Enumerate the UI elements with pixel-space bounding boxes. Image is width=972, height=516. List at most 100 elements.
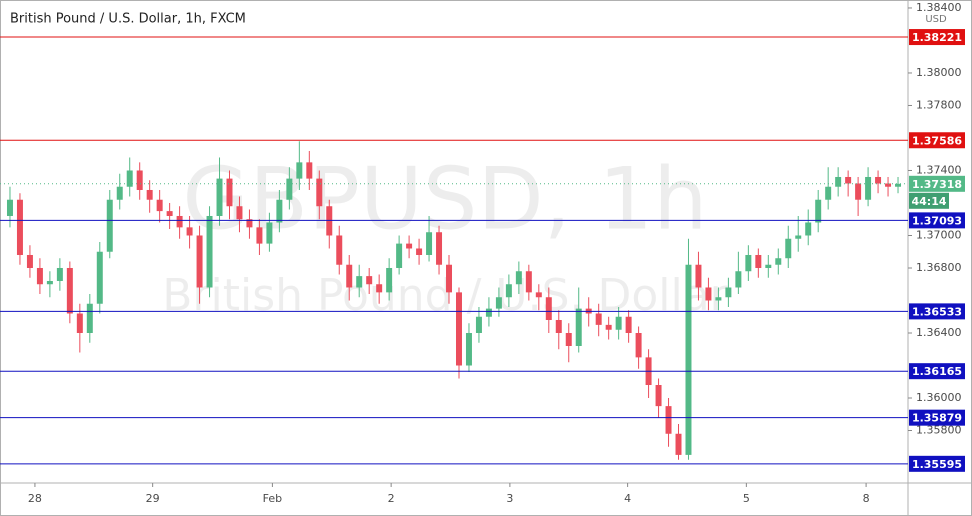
chart-title: British Pound / U.S. Dollar, 1h, FXCM [10, 12, 246, 27]
candle-body [316, 178, 323, 207]
level-label: 1.35879 [912, 412, 962, 425]
y-tick-label: 1.35800 [916, 424, 962, 437]
level-label: 1.36165 [912, 365, 962, 378]
candle-body [156, 199, 163, 212]
x-tick-label: 29 [146, 492, 160, 505]
x-tick-label: 28 [28, 492, 42, 505]
candle-body [426, 232, 433, 255]
candle-body [76, 313, 83, 333]
candle-body [56, 267, 63, 281]
candle-body [505, 284, 512, 298]
candle-body [485, 308, 492, 317]
candle-body [106, 199, 113, 252]
candle-body [825, 186, 832, 200]
candle-body [875, 176, 882, 184]
level-label-box [909, 303, 965, 320]
candle-body [376, 284, 383, 293]
y-tick-label: 1.37000 [916, 228, 962, 241]
x-tick-label: 5 [743, 492, 750, 505]
candle-body [455, 292, 462, 366]
candle-body [895, 183, 902, 187]
candle-body [176, 215, 183, 228]
candle-body [236, 206, 243, 220]
level-label: 1.37586 [912, 134, 962, 147]
candle-body [396, 243, 403, 268]
candle-body [216, 178, 223, 216]
candle-body [535, 292, 542, 298]
last-price-box [909, 175, 965, 192]
candle-body [725, 287, 732, 298]
candle-body [136, 170, 143, 190]
candle-body [46, 280, 53, 285]
level-label-box [909, 363, 965, 380]
y-tick-label: 1.37800 [916, 98, 962, 111]
candle-body [6, 199, 13, 216]
candle-body [815, 199, 822, 223]
candle-body [286, 178, 293, 200]
level-label: 1.35595 [912, 458, 962, 471]
level-label-box [909, 212, 965, 229]
y-tick-label: 1.36000 [916, 391, 962, 404]
candle-body [36, 267, 43, 285]
candle-body [465, 332, 472, 366]
candle-body [545, 297, 552, 320]
level-label: 1.37093 [912, 214, 962, 227]
candle-body [406, 243, 413, 249]
candle-body [865, 176, 872, 200]
candle-body [775, 258, 782, 265]
candle-body [436, 232, 443, 265]
candle-body [695, 264, 702, 288]
candle-body [186, 227, 193, 236]
candle-body [595, 313, 602, 325]
candle-body [196, 235, 203, 288]
candle-body [266, 222, 273, 244]
level-label: 1.38221 [912, 31, 962, 44]
countdown-label: 44:14 [911, 195, 946, 208]
level-label: 1.36533 [912, 305, 962, 318]
candle-body [146, 189, 153, 200]
candle-body [226, 178, 233, 207]
candle-body [715, 297, 722, 301]
candle-body [575, 308, 582, 346]
candle-body [855, 183, 862, 200]
candle-body [755, 254, 762, 268]
candle-body [246, 219, 253, 228]
candle-body [885, 183, 892, 187]
candle-body [296, 162, 303, 179]
candle-body [126, 170, 133, 187]
x-tick-label: 8 [863, 492, 870, 505]
candle-body [16, 199, 23, 255]
level-label-box [909, 29, 965, 46]
candle-body [605, 324, 612, 330]
y-tick-label: 1.38400 [916, 1, 962, 14]
candle-body [495, 297, 502, 309]
candle-body [845, 176, 852, 184]
candle-body [665, 406, 672, 434]
candle-body [116, 186, 123, 200]
candle-body [805, 222, 812, 236]
level-label-box [909, 409, 965, 426]
candle-body [386, 267, 393, 293]
candle-body [86, 303, 93, 333]
candle-body [166, 211, 173, 216]
candle-body [346, 264, 353, 288]
watermark-subtitle: British Pound / U.S. Dollar [162, 270, 728, 321]
candle-body [735, 271, 742, 288]
candle-body [515, 271, 522, 285]
candle-body [66, 267, 73, 314]
candle-body [795, 235, 802, 239]
candle-body [615, 316, 622, 330]
candle-body [416, 248, 423, 255]
level-label-box [909, 455, 965, 472]
candle-body [625, 316, 632, 333]
candle-body [555, 319, 562, 333]
candle-body [306, 162, 313, 179]
x-tick-label: 4 [624, 492, 631, 505]
countdown-box [909, 192, 949, 209]
candle-body [446, 264, 453, 293]
candle-body [635, 332, 642, 358]
candle-body [675, 433, 682, 455]
candle-body [276, 199, 283, 223]
